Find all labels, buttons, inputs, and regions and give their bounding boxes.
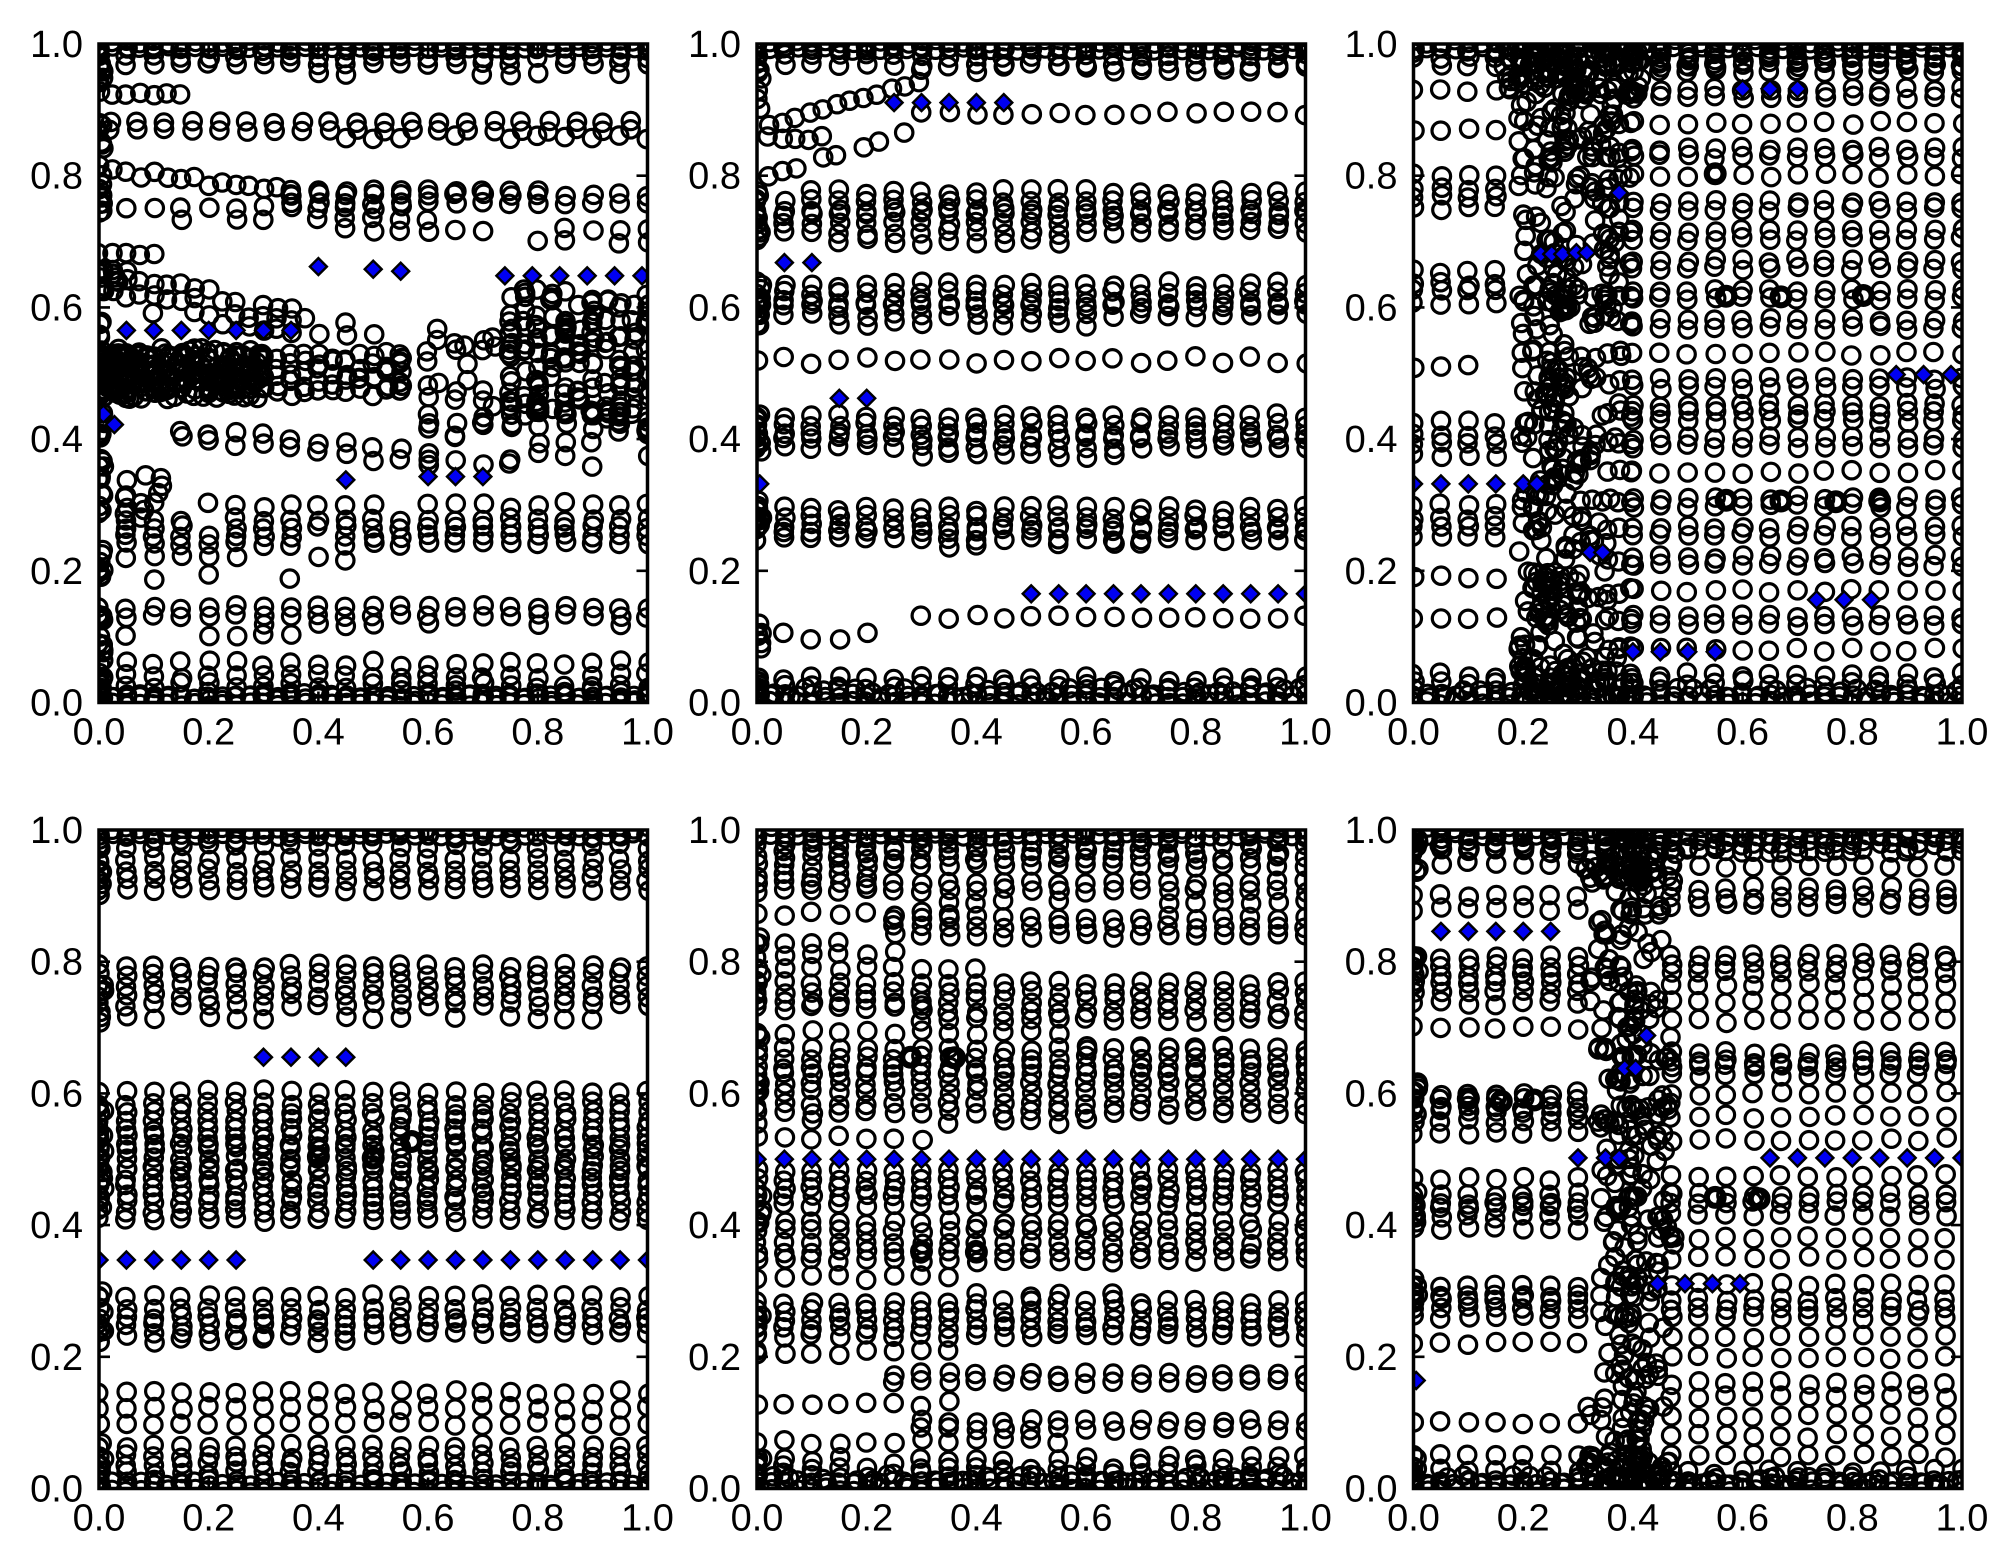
svg-text:1.0: 1.0 — [688, 810, 741, 852]
svg-text:0.4: 0.4 — [1606, 1498, 1659, 1540]
svg-text:0.2: 0.2 — [688, 1337, 741, 1379]
svg-text:1.0: 1.0 — [1279, 1498, 1332, 1540]
svg-text:0.4: 0.4 — [292, 712, 345, 754]
svg-text:0.2: 0.2 — [840, 712, 893, 754]
svg-text:0.8: 0.8 — [1345, 942, 1398, 984]
svg-text:1.0: 1.0 — [1936, 1498, 1989, 1540]
svg-text:0.8: 0.8 — [688, 156, 741, 198]
svg-text:0.6: 0.6 — [688, 1073, 741, 1115]
svg-text:0.4: 0.4 — [1606, 712, 1659, 754]
svg-text:0.4: 0.4 — [292, 1498, 345, 1540]
svg-text:0.8: 0.8 — [30, 156, 83, 198]
svg-text:0.6: 0.6 — [1060, 712, 1113, 754]
svg-text:0.8: 0.8 — [1169, 712, 1222, 754]
svg-text:0.6: 0.6 — [688, 287, 741, 329]
svg-text:1.0: 1.0 — [1936, 712, 1989, 754]
svg-text:0.6: 0.6 — [402, 1498, 455, 1540]
svg-text:0.4: 0.4 — [688, 419, 741, 461]
svg-text:0.4: 0.4 — [950, 1498, 1003, 1540]
svg-text:0.2: 0.2 — [1345, 551, 1398, 593]
svg-text:0.0: 0.0 — [731, 1498, 784, 1540]
svg-text:0.0: 0.0 — [688, 683, 741, 725]
svg-text:0.0: 0.0 — [30, 1469, 83, 1511]
svg-text:1.0: 1.0 — [1345, 810, 1398, 852]
svg-text:0.0: 0.0 — [30, 683, 83, 725]
svg-text:0.8: 0.8 — [30, 942, 83, 984]
svg-text:0.2: 0.2 — [30, 1337, 83, 1379]
svg-text:0.6: 0.6 — [1060, 1498, 1113, 1540]
svg-text:1.0: 1.0 — [621, 712, 674, 754]
svg-text:0.6: 0.6 — [1716, 1498, 1769, 1540]
svg-text:0.4: 0.4 — [30, 1205, 83, 1247]
svg-text:0.4: 0.4 — [1345, 419, 1398, 461]
svg-text:0.6: 0.6 — [402, 712, 455, 754]
svg-text:0.8: 0.8 — [1345, 156, 1398, 198]
svg-text:0.0: 0.0 — [1345, 1469, 1398, 1511]
svg-text:0.0: 0.0 — [73, 712, 126, 754]
svg-text:0.2: 0.2 — [182, 712, 235, 754]
svg-text:0.8: 0.8 — [511, 1498, 564, 1540]
svg-text:0.2: 0.2 — [840, 1498, 893, 1540]
svg-text:0.2: 0.2 — [1497, 1498, 1550, 1540]
svg-text:0.0: 0.0 — [1387, 1498, 1440, 1540]
svg-text:0.8: 0.8 — [1826, 712, 1879, 754]
svg-text:0.8: 0.8 — [511, 712, 564, 754]
svg-text:1.0: 1.0 — [30, 810, 83, 852]
svg-text:1.0: 1.0 — [1279, 712, 1332, 754]
svg-text:0.2: 0.2 — [182, 1498, 235, 1540]
svg-text:0.8: 0.8 — [1169, 1498, 1222, 1540]
svg-text:0.2: 0.2 — [688, 551, 741, 593]
svg-text:1.0: 1.0 — [688, 24, 741, 66]
svg-text:1.0: 1.0 — [1345, 24, 1398, 66]
svg-text:0.4: 0.4 — [1345, 1205, 1398, 1247]
svg-text:0.0: 0.0 — [1345, 683, 1398, 725]
svg-text:0.8: 0.8 — [688, 942, 741, 984]
svg-text:0.8: 0.8 — [1826, 1498, 1879, 1540]
svg-text:0.6: 0.6 — [30, 287, 83, 329]
svg-text:0.0: 0.0 — [73, 1498, 126, 1540]
svg-text:0.4: 0.4 — [30, 419, 83, 461]
svg-text:0.0: 0.0 — [731, 712, 784, 754]
svg-text:0.2: 0.2 — [1345, 1337, 1398, 1379]
svg-text:0.6: 0.6 — [1345, 1073, 1398, 1115]
svg-text:1.0: 1.0 — [30, 24, 83, 66]
svg-text:0.6: 0.6 — [30, 1073, 83, 1115]
svg-text:1.0: 1.0 — [621, 1498, 674, 1540]
svg-text:0.6: 0.6 — [1345, 287, 1398, 329]
svg-text:0.0: 0.0 — [688, 1469, 741, 1511]
svg-text:0.2: 0.2 — [30, 551, 83, 593]
svg-text:0.2: 0.2 — [1497, 712, 1550, 754]
svg-text:0.4: 0.4 — [688, 1205, 741, 1247]
svg-text:0.6: 0.6 — [1716, 712, 1769, 754]
svg-text:0.4: 0.4 — [950, 712, 1003, 754]
svg-text:0.0: 0.0 — [1387, 712, 1440, 754]
